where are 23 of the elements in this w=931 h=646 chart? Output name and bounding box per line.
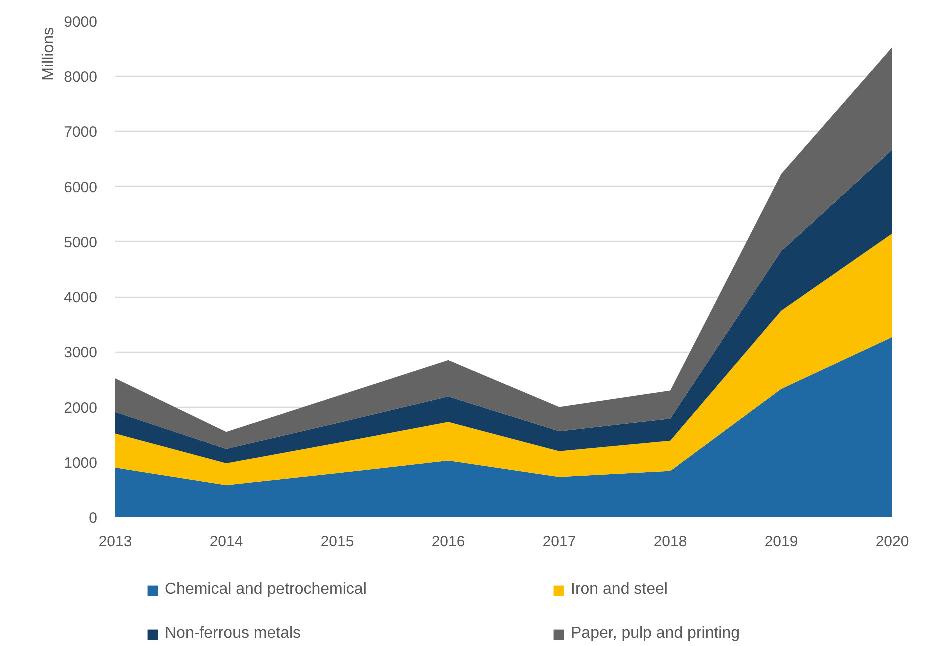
y-tick-label: 8000 [64, 69, 98, 86]
y-tick-label: 4000 [64, 290, 98, 307]
x-tick-label: 2017 [542, 534, 576, 550]
x-tick-label: 2015 [320, 534, 354, 550]
legend-label: Non-ferrous metals [165, 624, 302, 644]
y-tick-label: 3000 [64, 344, 98, 362]
legend-label: Chemical and petrochemical [165, 580, 368, 600]
y-tick-label: 9000 [64, 14, 98, 31]
y-axis-title: Millions [40, 28, 58, 81]
legend-label: Iron and steel [571, 580, 669, 600]
y-tick-label: 0 [89, 510, 98, 527]
y-tick-label: 2000 [64, 400, 98, 417]
x-tick-label: 2019 [764, 534, 798, 550]
y-tick-label: 7000 [64, 124, 98, 142]
x-tick-label: 2014 [210, 534, 244, 550]
y-tick-label: 1000 [64, 454, 98, 472]
y-tick-label: 5000 [64, 234, 98, 252]
x-tick-label: 2013 [98, 534, 132, 550]
x-tick-label: 2020 [876, 534, 910, 550]
y-tick-label: 6000 [64, 179, 98, 196]
legend-label: Paper, pulp and printing [571, 624, 742, 644]
x-tick-label: 2018 [654, 534, 688, 550]
x-tick-label: 2016 [432, 534, 466, 550]
